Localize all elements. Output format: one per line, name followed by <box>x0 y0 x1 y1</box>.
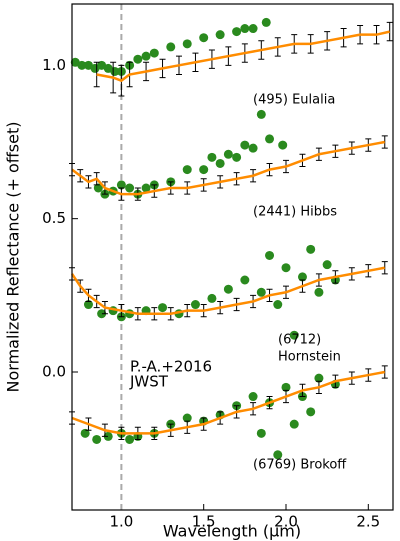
data-point <box>278 140 288 150</box>
data-point <box>256 109 266 119</box>
data-point <box>248 24 258 34</box>
data-point <box>314 373 324 383</box>
data-point <box>256 287 266 297</box>
legend-entry: JWST <box>129 373 169 391</box>
y-tick-label: 1.0 <box>42 56 66 74</box>
data-line <box>71 140 385 196</box>
data-point <box>281 382 291 392</box>
data-point <box>125 183 135 193</box>
y-axis-label: Normalized Reflectance (+ offset) <box>4 122 23 393</box>
data-point <box>125 434 135 444</box>
annotation: (6769) Brokoff <box>253 458 347 473</box>
data-point <box>322 260 332 270</box>
error-bar <box>93 61 100 88</box>
data-point <box>281 263 291 273</box>
data-line <box>71 370 385 435</box>
data-point <box>110 66 120 76</box>
plot-frame <box>71 3 394 511</box>
data-point <box>92 434 102 444</box>
data-point <box>80 428 90 438</box>
data-point <box>240 24 250 34</box>
data-point <box>248 143 258 153</box>
data-point <box>265 134 275 144</box>
data-point <box>273 450 283 460</box>
data-point <box>199 33 209 43</box>
data-point <box>166 42 176 52</box>
x-tick-label: 1.0 <box>109 513 133 531</box>
data-point <box>314 287 324 297</box>
data-point <box>207 152 217 162</box>
data-line <box>70 266 385 315</box>
data-point <box>182 413 192 423</box>
data-point <box>256 428 266 438</box>
data-point <box>223 149 233 159</box>
data-point <box>232 152 242 162</box>
error-bar <box>386 21 393 42</box>
annotation: (495) Eulalia <box>253 93 335 108</box>
data-point <box>306 244 316 254</box>
data-point <box>83 300 93 310</box>
annotation: Hornstein <box>278 350 341 365</box>
data-point <box>141 51 151 61</box>
data-point <box>199 165 209 175</box>
x-tick-label: 2.0 <box>274 513 298 531</box>
data-point <box>306 407 316 417</box>
data-point <box>297 272 307 282</box>
data-point <box>232 27 242 37</box>
x-tick-label: 2.5 <box>356 513 380 531</box>
data-point <box>133 54 143 64</box>
data-point <box>240 140 250 150</box>
data-point <box>289 330 299 340</box>
data-point <box>103 431 113 441</box>
data-point <box>77 60 87 70</box>
legend-entry: P.-A.+2016 <box>130 358 212 376</box>
data-point <box>158 303 168 313</box>
annotation: (6712) <box>278 333 321 348</box>
data-point <box>240 275 250 285</box>
data-point <box>97 309 107 319</box>
data-point <box>182 39 192 49</box>
x-axis-label: Wavelength (μm) <box>163 522 301 541</box>
annotation: (2441) Hibbs <box>253 205 337 220</box>
data-point <box>223 284 233 294</box>
x-tick-label: 1.5 <box>192 513 216 531</box>
data-point <box>207 293 217 303</box>
data-point <box>289 419 299 429</box>
y-tick-label: 0.5 <box>42 209 66 227</box>
y-tick-label: 0.0 <box>42 363 66 381</box>
data-point <box>273 300 283 310</box>
data-point <box>141 183 151 193</box>
data-point <box>93 183 103 193</box>
data-point <box>116 180 126 190</box>
data-point <box>215 30 225 40</box>
data-point <box>261 17 271 27</box>
data-point <box>248 392 258 402</box>
data-point <box>149 48 159 58</box>
data-point <box>182 165 192 175</box>
data-point <box>190 300 200 310</box>
data-line <box>96 30 390 83</box>
data-point <box>265 250 275 260</box>
data-point <box>215 158 225 168</box>
